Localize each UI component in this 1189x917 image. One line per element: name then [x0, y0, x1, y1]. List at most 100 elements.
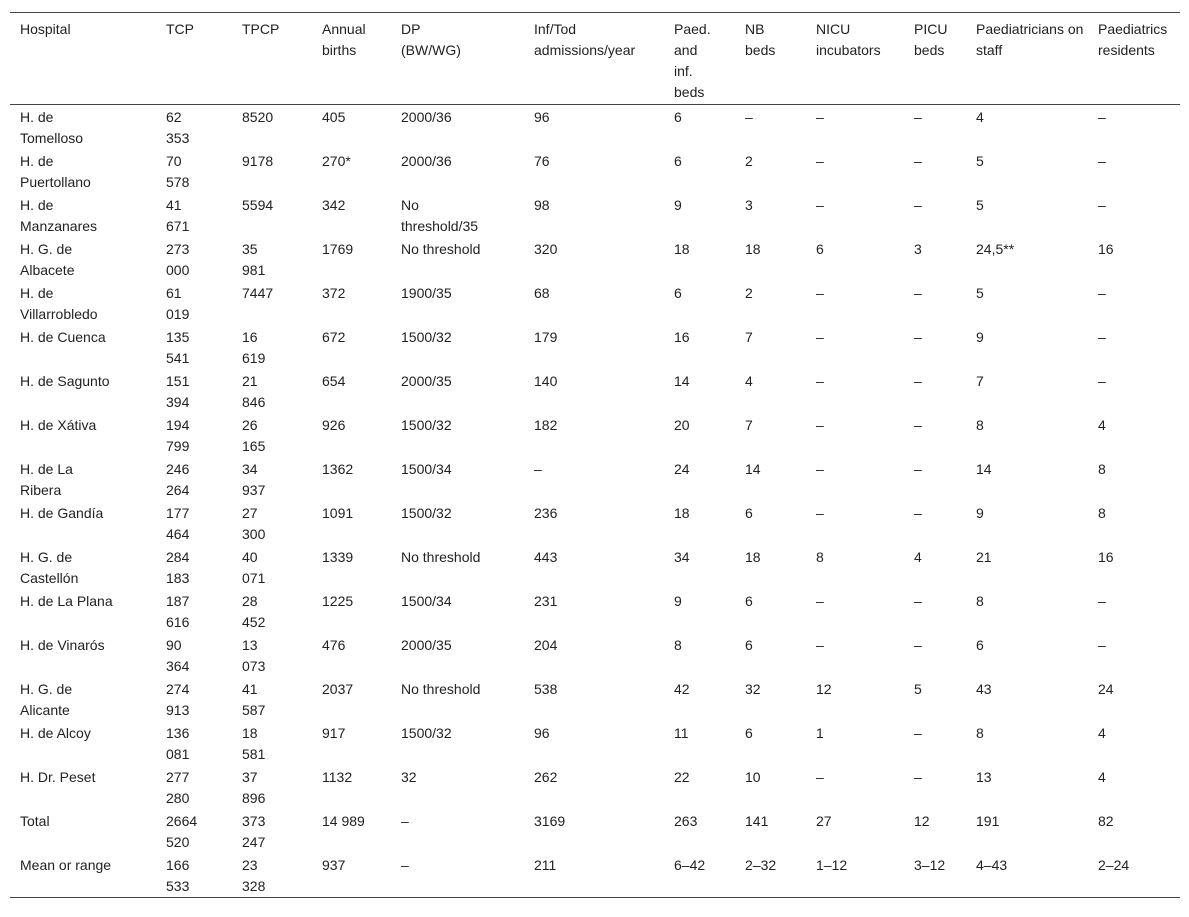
header-cell: Inf/Tod admissions/year	[534, 21, 636, 58]
table-cell: 926	[322, 417, 346, 433]
table-cell: 2000/35	[401, 637, 452, 653]
table-row: H. de Gandía 177 464 27 300 1091 1500/32 236 1…	[10, 501, 1180, 545]
table-cell: 342	[322, 197, 346, 213]
table-cell: –	[914, 593, 922, 609]
table-cell: 8	[976, 725, 984, 741]
header-cell: Annual births	[322, 21, 366, 58]
data-table: Hospital TCP TPCP Annual births DP (BW/WG) In…	[10, 12, 1180, 898]
table-row: H. de Xátiva 194 799 26 165 926 1500/32 182 20…	[10, 413, 1180, 457]
table-cell: 2000/35	[401, 373, 452, 389]
table-cell: 70 578	[166, 153, 190, 190]
table-cell: No threshold	[401, 549, 481, 565]
table-cell: 140	[534, 373, 558, 389]
table-cell: 7	[745, 329, 753, 345]
table-cell: 476	[322, 637, 346, 653]
table-cell: 2	[745, 153, 753, 169]
table-row: H. de Cuenca 135 541 16 619 672 1500/32 179 16…	[10, 325, 1180, 369]
header-cell: Paed. and inf. beds	[674, 21, 711, 100]
table-cell: 5	[976, 285, 984, 301]
table-cell: 191	[976, 813, 1000, 829]
table-row: H. de Tomelloso 62 353 8520 405 2000/36 96 6 – –…	[10, 105, 1180, 150]
table-cell: 1225	[322, 593, 354, 609]
table-cell: 43	[976, 681, 992, 697]
table-cell: 1500/32	[401, 725, 452, 741]
table-cell: 76	[534, 153, 550, 169]
table-cell: H. G. de Albacete	[20, 241, 75, 278]
table-cell: H. G. de Alicante	[20, 681, 73, 718]
table-cell: 5	[914, 681, 922, 697]
table-cell: 373 247	[242, 813, 266, 850]
table-cell: 2000/36	[401, 153, 452, 169]
table-cell: –	[816, 461, 824, 477]
table-cell: 135 541	[166, 329, 190, 366]
table-cell: –	[1098, 637, 1106, 653]
table-cell: 8	[976, 593, 984, 609]
table-cell: H. de Xátiva	[20, 417, 97, 433]
header-cell: PICU beds	[914, 21, 948, 58]
table-cell: 151 394	[166, 373, 190, 410]
table-cell: 14	[745, 461, 761, 477]
table-cell: 4	[745, 373, 753, 389]
table-cell: 40 071	[242, 549, 266, 586]
table-cell: 42	[674, 681, 690, 697]
table-cell: 917	[322, 725, 346, 741]
table-row: H. de Puertollano 70 578 9178 270* 2000/36 76…	[10, 149, 1180, 193]
table-cell: H. G. de Castellón	[20, 549, 79, 586]
table-cell: 6–42	[674, 857, 706, 873]
table-cell: 6	[674, 153, 682, 169]
table-cell: 4	[1098, 417, 1106, 433]
table-cell: –	[816, 417, 824, 433]
table-cell: –	[914, 153, 922, 169]
table-cell: 16 619	[242, 329, 266, 366]
table-cell: 6	[745, 725, 753, 741]
table-cell: 538	[534, 681, 558, 697]
table-cell: –	[816, 197, 824, 213]
table-cell: 8	[1098, 505, 1106, 521]
table-cell: 34 937	[242, 461, 266, 498]
table-row: Total 2664 520 373 247 14 989 – 3169 263 141 27 1…	[10, 809, 1180, 853]
table-cell: 98	[534, 197, 550, 213]
header-row: Hospital TCP TPCP Annual births DP (BW/WG) In…	[10, 12, 1180, 105]
table-row: H. G. de Alicante 274 913 41 587 2037 No thr…	[10, 677, 1180, 721]
table-cell: 41 671	[166, 197, 190, 234]
table-cell: 937	[322, 857, 346, 873]
table-cell: 14 989	[322, 813, 365, 829]
table-cell: 8	[816, 549, 824, 565]
table-cell: 26 165	[242, 417, 266, 454]
table-cell: 136 081	[166, 725, 190, 762]
table-cell: 16	[1098, 241, 1114, 257]
table-cell: 18 581	[242, 725, 266, 762]
table-cell: 4	[1098, 725, 1106, 741]
table-cell: 3	[914, 241, 922, 257]
table-cell: 273 000	[166, 241, 190, 278]
table-cell: 90 364	[166, 637, 190, 674]
table-cell: 672	[322, 329, 346, 345]
table-cell: –	[1098, 153, 1106, 169]
table-cell: –	[914, 725, 922, 741]
table-cell: 3–12	[914, 857, 946, 873]
header-cell: DP (BW/WG)	[401, 21, 461, 58]
table-cell: 262	[534, 769, 558, 785]
table-row: H. G. de Castellón 284 183 40 071 1339 No th…	[10, 545, 1180, 589]
table-cell: No threshold	[401, 681, 481, 697]
table-cell: 187 616	[166, 593, 190, 630]
table-cell: –	[816, 373, 824, 389]
table-cell: 6	[745, 637, 753, 653]
table-cell: 35 981	[242, 241, 266, 278]
table-cell: –	[816, 153, 824, 169]
table-cell: –	[816, 769, 824, 785]
table-cell: H. de Manzanares	[20, 197, 98, 234]
table-cell: 9178	[242, 153, 274, 169]
table-cell: 204	[534, 637, 558, 653]
table-cell: –	[816, 329, 824, 345]
table-cell: 270*	[322, 153, 351, 169]
table-cell: 10	[745, 769, 761, 785]
table-cell: 9	[976, 505, 984, 521]
table-cell: H. de Vinarós	[20, 637, 105, 653]
table-cell: –	[816, 285, 824, 301]
table-row: H. Dr. Peset 277 280 37 896 1132 32 262 22 10 – –…	[10, 765, 1180, 809]
table-cell: –	[1098, 197, 1106, 213]
table-cell: 2037	[322, 681, 354, 697]
table-cell: 2–24	[1098, 857, 1130, 873]
